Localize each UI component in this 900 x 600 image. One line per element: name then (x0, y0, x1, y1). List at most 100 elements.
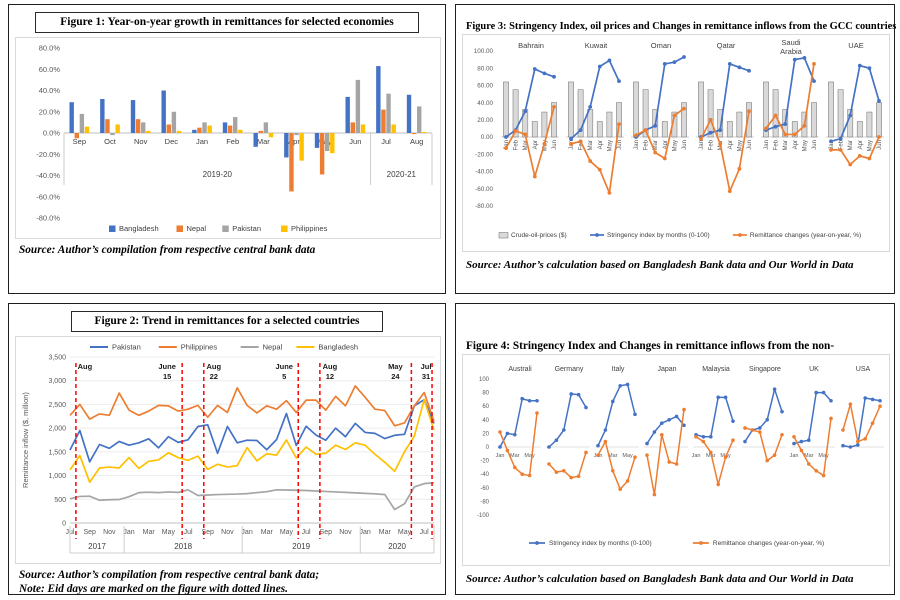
svg-text:80.0%: 80.0% (39, 44, 61, 53)
svg-text:Bangladesh: Bangladesh (119, 224, 159, 233)
svg-text:May: May (162, 529, 176, 536)
svg-text:May: May (398, 529, 412, 536)
fig1-bars (69, 66, 427, 192)
svg-text:2019-20: 2019-20 (203, 170, 233, 179)
svg-text:Feb: Feb (709, 139, 715, 150)
svg-text:31: 31 (422, 372, 430, 381)
svg-text:Jun: Jun (877, 140, 883, 150)
svg-text:Nov: Nov (103, 529, 116, 536)
svg-text:Pakistan: Pakistan (112, 343, 141, 352)
svg-text:0.00: 0.00 (481, 134, 494, 141)
figure2-title: Figure 2: Trend in remittances for a sel… (71, 311, 383, 333)
svg-text:Feb: Feb (514, 139, 520, 150)
figure1-source: Source: Author’s compilation from respec… (19, 244, 316, 257)
svg-text:Mar: Mar (523, 140, 529, 150)
svg-text:Jun: Jun (552, 140, 558, 150)
figure2-source: Source: Author’s compilation from respec… (19, 569, 320, 582)
svg-text:3,000: 3,000 (48, 378, 66, 385)
svg-text:Jan: Jan (764, 140, 770, 150)
svg-text:Mar: Mar (588, 140, 594, 150)
svg-text:5: 5 (282, 372, 286, 381)
svg-text:Nov: Nov (221, 529, 234, 536)
svg-text:Pakistan: Pakistan (232, 224, 261, 233)
svg-text:500: 500 (54, 497, 66, 504)
svg-text:May: May (524, 453, 535, 459)
fig3-legend: Crude-oil-prices ($) Stringency index by … (498, 232, 861, 239)
svg-text:3,500: 3,500 (48, 355, 66, 362)
svg-text:Jul: Jul (184, 529, 193, 536)
svg-text:Jun: Jun (682, 140, 688, 150)
svg-text:Mar: Mar (653, 140, 659, 150)
svg-text:2019: 2019 (292, 542, 310, 551)
svg-text:Apr: Apr (598, 140, 604, 149)
svg-text:Nepal: Nepal (263, 343, 283, 352)
svg-text:Sep: Sep (73, 137, 86, 146)
svg-text:-40.00: -40.00 (475, 169, 493, 176)
svg-text:Jul: Jul (420, 529, 429, 536)
figure2-panel: Figure 2: Trend in remittances for a sel… (8, 303, 446, 595)
svg-text:-20.00: -20.00 (475, 151, 493, 158)
svg-text:60.0%: 60.0% (39, 65, 61, 74)
svg-text:-100: -100 (477, 513, 490, 519)
svg-text:2020: 2020 (388, 542, 406, 551)
svg-text:May: May (542, 140, 548, 151)
svg-text:60.00: 60.00 (477, 83, 493, 90)
svg-text:Jul: Jul (302, 529, 311, 536)
svg-text:Remittance inflow ($, million): Remittance inflow ($, million) (21, 392, 30, 488)
fig2-series (69, 385, 435, 511)
svg-text:Apr: Apr (288, 137, 300, 146)
svg-text:Stringency index by months (0-: Stringency index by months (0-100) (607, 232, 710, 239)
svg-text:Philippines: Philippines (291, 224, 328, 233)
svg-text:0: 0 (486, 445, 490, 451)
svg-text:Philippines: Philippines (181, 343, 218, 352)
svg-text:Arabia: Arabia (780, 47, 803, 56)
svg-text:0.0%: 0.0% (43, 129, 60, 138)
svg-text:15: 15 (163, 372, 171, 381)
svg-text:Feb: Feb (226, 137, 239, 146)
svg-text:1,000: 1,000 (48, 473, 66, 480)
svg-text:1,500: 1,500 (48, 450, 66, 457)
svg-text:May: May (388, 362, 403, 371)
svg-text:Mar: Mar (510, 453, 520, 459)
svg-text:Australi: Australi (508, 366, 532, 373)
svg-text:Stringency index by months (0-: Stringency index by months (0-100) (549, 540, 652, 547)
svg-text:May: May (280, 529, 294, 536)
svg-text:Oman: Oman (651, 41, 671, 50)
fig4-panel-singapore: Singapore (742, 366, 786, 463)
svg-text:Feb: Feb (774, 139, 780, 150)
svg-text:-60: -60 (480, 486, 489, 492)
svg-text:80: 80 (482, 391, 489, 397)
svg-text:40.0%: 40.0% (39, 86, 61, 95)
svg-text:USA: USA (856, 366, 871, 373)
svg-text:Remittance changes (year-on-ye: Remittance changes (year-on-year, %) (713, 540, 824, 547)
figure2-chart: 0 500 1,000 1,500 2,000 2,500 3,000 3,500 Remitt… (15, 336, 441, 565)
fig4-panel-japan: Japan (644, 366, 688, 497)
svg-text:Apr: Apr (858, 140, 864, 149)
fig4-legend: Stringency index by months (0-100) Remitt… (529, 540, 824, 547)
fig3-panel-oman: Oman Jan Feb Mar Apr May Jun (631, 41, 689, 161)
figure3-source: Source: Author’s calculation based on Ba… (466, 259, 854, 271)
svg-text:Jul: Jul (381, 137, 391, 146)
svg-text:60: 60 (482, 404, 489, 410)
svg-text:Apr: Apr (728, 140, 734, 149)
svg-text:-60.0%: -60.0% (36, 192, 60, 201)
svg-text:40.00: 40.00 (477, 100, 493, 107)
svg-text:40: 40 (482, 418, 489, 424)
figure3-title: Figure 3: Stringency Index, oil prices a… (466, 21, 897, 32)
svg-text:Mar: Mar (848, 140, 854, 150)
svg-text:Mar: Mar (261, 529, 274, 536)
svg-text:22: 22 (210, 372, 218, 381)
svg-text:-80.0%: -80.0% (36, 214, 60, 223)
figure4-panel: Figure 4: Stringency Index and Changes i… (455, 303, 895, 595)
svg-text:80.00: 80.00 (477, 65, 493, 72)
svg-text:-20.0%: -20.0% (36, 150, 60, 159)
svg-text:Jul: Jul (421, 362, 432, 371)
figure4-source: Source: Author’s calculation based on Ba… (466, 573, 854, 585)
svg-text:UAE: UAE (848, 41, 863, 50)
fig4-panel-italy: ItalyJanMarMay (594, 366, 639, 491)
fig4-panel-uk: UK Jan Mar May (790, 366, 835, 478)
svg-text:Malaysia: Malaysia (702, 366, 730, 373)
svg-text:Mar: Mar (257, 137, 270, 146)
svg-text:Jan: Jan (699, 140, 705, 150)
